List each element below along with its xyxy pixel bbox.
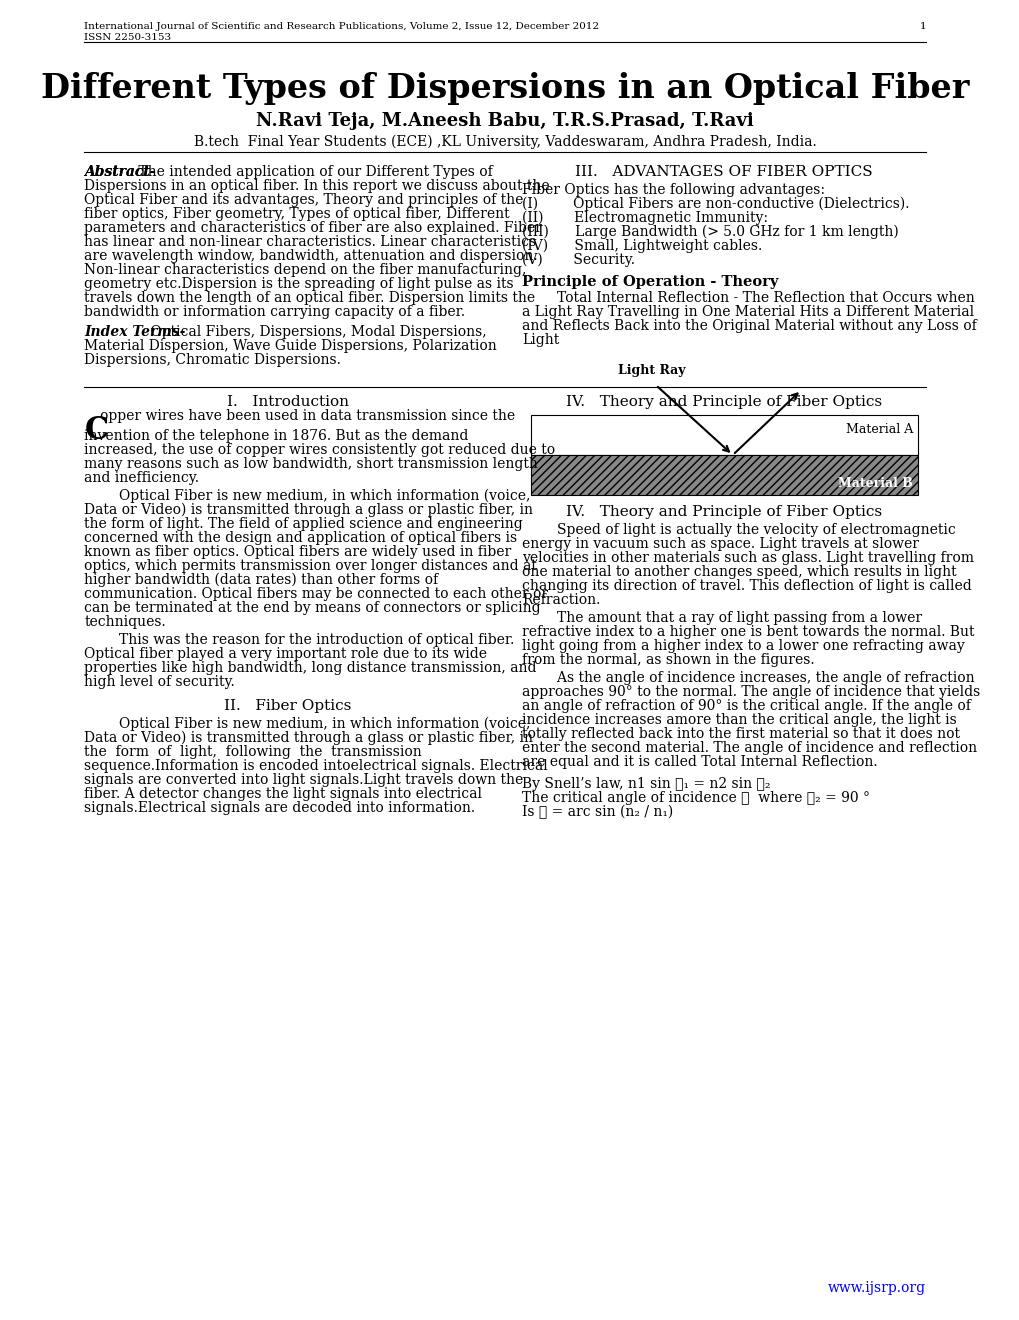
Text: the  form  of  light,  following  the  transmission: the form of light, following the transmi… bbox=[85, 744, 422, 759]
Text: Total Internal Reflection - The Reflection that Occurs when: Total Internal Reflection - The Reflecti… bbox=[522, 290, 974, 305]
Text: IV.   Theory and Principle of Fiber Optics: IV. Theory and Principle of Fiber Optics bbox=[566, 506, 881, 519]
Text: Optical fiber played a very important role due to its wide: Optical fiber played a very important ro… bbox=[85, 647, 487, 661]
Text: Different Types of Dispersions in an Optical Fiber: Different Types of Dispersions in an Opt… bbox=[41, 73, 968, 106]
Text: (IV)      Small, Lightweight cables.: (IV) Small, Lightweight cables. bbox=[522, 239, 762, 253]
Text: one material to another changes speed, which results in light: one material to another changes speed, w… bbox=[522, 565, 956, 579]
Text: Light Ray: Light Ray bbox=[618, 364, 685, 378]
Text: www.ijsrp.org: www.ijsrp.org bbox=[827, 1280, 925, 1295]
Text: This was the reason for the introduction of optical fiber.: This was the reason for the introduction… bbox=[85, 634, 515, 647]
Text: bandwidth or information carrying capacity of a fiber.: bandwidth or information carrying capaci… bbox=[85, 305, 465, 319]
Text: (II)       Electromagnetic Immunity:: (II) Electromagnetic Immunity: bbox=[522, 211, 767, 226]
Text: Dispersions in an optical fiber. In this report we discuss about the: Dispersions in an optical fiber. In this… bbox=[85, 180, 549, 193]
Text: refractive index to a higher one is bent towards the normal. But: refractive index to a higher one is bent… bbox=[522, 624, 974, 639]
Text: Non-linear characteristics depend on the fiber manufacturing,: Non-linear characteristics depend on the… bbox=[85, 263, 526, 277]
Text: concerned with the design and application of optical fibers is: concerned with the design and applicatio… bbox=[85, 531, 517, 545]
Text: velocities in other materials such as glass. Light travelling from: velocities in other materials such as gl… bbox=[522, 550, 973, 565]
Text: has linear and non-linear characteristics. Linear characteristics: has linear and non-linear characteristic… bbox=[85, 235, 536, 249]
Text: Data or Video) is transmitted through a glass or plastic fiber, in: Data or Video) is transmitted through a … bbox=[85, 731, 533, 746]
Text: approaches 90° to the normal. The angle of incidence that yields: approaches 90° to the normal. The angle … bbox=[522, 685, 979, 700]
Text: the form of light. The field of applied science and engineering: the form of light. The field of applied … bbox=[85, 517, 523, 531]
Text: Index Terms-: Index Terms- bbox=[85, 325, 185, 339]
Text: Light: Light bbox=[522, 333, 559, 347]
Text: N.Ravi Teja, M.Aneesh Babu, T.R.S.Prasad, T.Ravi: N.Ravi Teja, M.Aneesh Babu, T.R.S.Prasad… bbox=[256, 112, 753, 129]
Text: Data or Video) is transmitted through a glass or plastic fiber, in: Data or Video) is transmitted through a … bbox=[85, 503, 533, 517]
Text: opper wires have been used in data transmission since the: opper wires have been used in data trans… bbox=[100, 409, 515, 422]
Text: enter the second material. The angle of incidence and reflection: enter the second material. The angle of … bbox=[522, 741, 976, 755]
Text: (V)       Security.: (V) Security. bbox=[522, 253, 635, 268]
Text: Optical Fiber and its advantages, Theory and principles of the: Optical Fiber and its advantages, Theory… bbox=[85, 193, 523, 207]
Text: and inefficiency.: and inefficiency. bbox=[85, 471, 199, 484]
Text: International Journal of Scientific and Research Publications, Volume 2, Issue 1: International Journal of Scientific and … bbox=[85, 22, 599, 30]
Text: B.tech  Final Year Students (ECE) ,KL University, Vaddeswaram, Andhra Pradesh, I: B.tech Final Year Students (ECE) ,KL Uni… bbox=[194, 135, 816, 149]
Text: IV.   Theory and Principle of Fiber Optics: IV. Theory and Principle of Fiber Optics bbox=[566, 395, 881, 409]
Text: Is ∅⁣ = arc sin (n₂ / n₁): Is ∅⁣ = arc sin (n₂ / n₁) bbox=[522, 805, 673, 820]
Text: optics, which permits transmission over longer distances and at: optics, which permits transmission over … bbox=[85, 558, 537, 573]
Text: Speed of light is actually the velocity of electromagnetic: Speed of light is actually the velocity … bbox=[522, 523, 955, 537]
Bar bbox=[530, 455, 917, 495]
Text: fiber. A detector changes the light signals into electrical: fiber. A detector changes the light sign… bbox=[85, 787, 482, 801]
Text: Dispersions, Chromatic Dispersions.: Dispersions, Chromatic Dispersions. bbox=[85, 352, 341, 367]
Text: properties like high bandwidth, long distance transmission, and: properties like high bandwidth, long dis… bbox=[85, 661, 536, 675]
Text: (I)        Optical Fibers are non-conductive (Dielectrics).: (I) Optical Fibers are non-conductive (D… bbox=[522, 197, 909, 211]
Text: II.   Fiber Optics: II. Fiber Optics bbox=[223, 700, 351, 713]
Text: Abstract-: Abstract- bbox=[85, 165, 156, 180]
Bar bbox=[530, 414, 917, 455]
Text: incidence increases amore than the critical angle, the light is: incidence increases amore than the criti… bbox=[522, 713, 956, 727]
Text: signals are converted into light signals.Light travels down the: signals are converted into light signals… bbox=[85, 774, 523, 787]
Text: known as fiber optics. Optical fibers are widely used in fiber: known as fiber optics. Optical fibers ar… bbox=[85, 545, 512, 558]
Text: invention of the telephone in 1876. But as the demand: invention of the telephone in 1876. But … bbox=[85, 429, 469, 444]
Text: The critical angle of incidence ∅⁣  where ∅₂ = 90 °: The critical angle of incidence ∅⁣ where… bbox=[522, 791, 869, 805]
Text: Optical Fiber is new medium, in which information (voice,: Optical Fiber is new medium, in which in… bbox=[85, 488, 530, 503]
Text: III.   ADVANTAGES OF FIBER OPTICS: III. ADVANTAGES OF FIBER OPTICS bbox=[575, 165, 872, 180]
Text: Material A: Material A bbox=[845, 422, 912, 436]
Text: fiber optics, Fiber geometry, Types of optical fiber, Different: fiber optics, Fiber geometry, Types of o… bbox=[85, 207, 510, 220]
Text: signals.Electrical signals are decoded into information.: signals.Electrical signals are decoded i… bbox=[85, 801, 475, 814]
Text: Optical Fibers, Dispersions, Modal Dispersions,: Optical Fibers, Dispersions, Modal Dispe… bbox=[146, 325, 486, 339]
Text: C: C bbox=[85, 414, 108, 446]
Text: sequence.Information is encoded intoelectrical signals. Electrical: sequence.Information is encoded intoelec… bbox=[85, 759, 547, 774]
Text: from the normal, as shown in the figures.: from the normal, as shown in the figures… bbox=[522, 653, 814, 667]
Text: geometry etc.Dispersion is the spreading of light pulse as its: geometry etc.Dispersion is the spreading… bbox=[85, 277, 514, 290]
Text: Abstract-: Abstract- bbox=[85, 165, 156, 180]
Text: high level of security.: high level of security. bbox=[85, 675, 234, 689]
Text: and Reflects Back into the Original Material without any Loss of: and Reflects Back into the Original Mate… bbox=[522, 319, 976, 333]
Text: The intended application of our Different Types of: The intended application of our Differen… bbox=[133, 165, 492, 180]
Text: are wavelength window, bandwidth, attenuation and dispersion.: are wavelength window, bandwidth, attenu… bbox=[85, 249, 537, 263]
Text: communication. Optical fibers may be connected to each other or: communication. Optical fibers may be con… bbox=[85, 587, 548, 601]
Text: Fiber Optics has the following advantages:: Fiber Optics has the following advantage… bbox=[522, 183, 824, 197]
Text: many reasons such as low bandwidth, short transmission length: many reasons such as low bandwidth, shor… bbox=[85, 457, 538, 471]
Text: can be terminated at the end by means of connectors or splicing: can be terminated at the end by means of… bbox=[85, 601, 540, 615]
Text: 1: 1 bbox=[918, 22, 925, 30]
Text: light going from a higher index to a lower one refracting away: light going from a higher index to a low… bbox=[522, 639, 964, 653]
Text: The amount that a ray of light passing from a lower: The amount that a ray of light passing f… bbox=[522, 611, 921, 624]
Text: Material Dispersion, Wave Guide Dispersions, Polarization: Material Dispersion, Wave Guide Dispersi… bbox=[85, 339, 496, 352]
Text: an angle of refraction of 90° is the critical angle. If the angle of: an angle of refraction of 90° is the cri… bbox=[522, 700, 970, 713]
Text: Optical Fiber is new medium, in which information (voice,: Optical Fiber is new medium, in which in… bbox=[85, 717, 530, 731]
Text: Refraction.: Refraction. bbox=[522, 593, 600, 607]
Text: increased, the use of copper wires consistently got reduced due to: increased, the use of copper wires consi… bbox=[85, 444, 555, 457]
Text: Material B: Material B bbox=[838, 477, 912, 490]
Text: parameters and characteristics of fiber are also explained. Fiber: parameters and characteristics of fiber … bbox=[85, 220, 542, 235]
Text: higher bandwidth (data rates) than other forms of: higher bandwidth (data rates) than other… bbox=[85, 573, 438, 587]
Text: are equal and it is called Total Internal Reflection.: are equal and it is called Total Interna… bbox=[522, 755, 877, 770]
Text: a Light Ray Travelling in One Material Hits a Different Material: a Light Ray Travelling in One Material H… bbox=[522, 305, 973, 319]
Text: travels down the length of an optical fiber. Dispersion limits the: travels down the length of an optical fi… bbox=[85, 290, 535, 305]
Text: As the angle of incidence increases, the angle of refraction: As the angle of incidence increases, the… bbox=[522, 671, 974, 685]
Text: energy in vacuum such as space. Light travels at slower: energy in vacuum such as space. Light tr… bbox=[522, 537, 918, 550]
Text: (III)      Large Bandwidth (> 5.0 GHz for 1 km length): (III) Large Bandwidth (> 5.0 GHz for 1 k… bbox=[522, 224, 898, 239]
Text: techniques.: techniques. bbox=[85, 615, 166, 630]
Text: I.   Introduction: I. Introduction bbox=[226, 395, 348, 409]
Text: totally reflected back into the first material so that it does not: totally reflected back into the first ma… bbox=[522, 727, 959, 741]
Text: ISSN 2250-3153: ISSN 2250-3153 bbox=[85, 33, 171, 42]
Text: changing its direction of travel. This deflection of light is called: changing its direction of travel. This d… bbox=[522, 579, 971, 593]
Text: By Snell’s law, n1 sin ∅₁ = n2 sin ∅₂: By Snell’s law, n1 sin ∅₁ = n2 sin ∅₂ bbox=[522, 777, 770, 791]
Text: Principle of Operation - Theory: Principle of Operation - Theory bbox=[522, 275, 777, 289]
